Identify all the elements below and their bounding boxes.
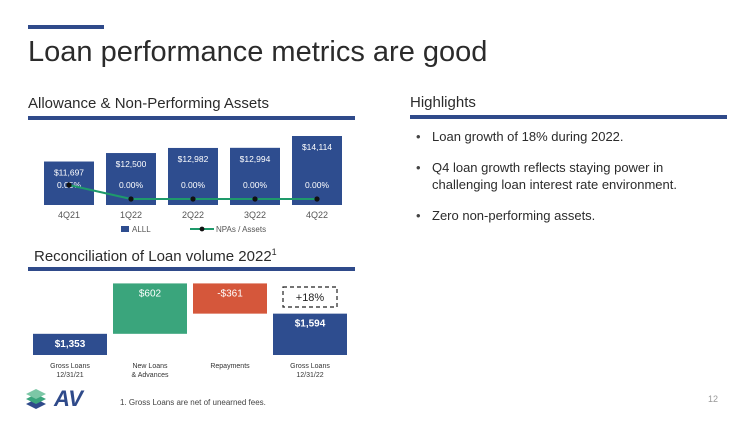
legend-alll-label: ALLL [132, 225, 151, 234]
npa-value-label: 0.00% [119, 180, 144, 190]
legend-npa-label: NPAs / Assets [216, 225, 266, 234]
highlights-list: Loan growth of 18% during 2022. Q4 loan … [414, 128, 714, 238]
growth-annotation-box [282, 286, 338, 308]
layers-stack-icon: AV [26, 386, 85, 411]
x-tick-label-line2: 12/31/21 [56, 372, 83, 379]
waterfall-bar [193, 283, 267, 314]
highlight-item: Q4 loan growth reflects staying power in… [414, 159, 714, 193]
x-tick-label: New Loans [132, 363, 168, 370]
alll-value-label: $14,114 [302, 142, 332, 152]
x-tick-label: 4Q22 [306, 210, 328, 220]
logo-text: AV [53, 386, 85, 411]
alll-bar [168, 147, 218, 205]
highlights-heading: Highlights [410, 94, 476, 111]
reconciliation-heading: Reconciliation of Loan volume 20221 [34, 247, 277, 265]
highlights-rule [410, 115, 727, 119]
npa-point [252, 196, 258, 202]
reconciliation-heading-text: Reconciliation of Loan volume 2022 [34, 248, 272, 265]
npa-point [190, 196, 196, 202]
x-tick-label: Gross Loans [50, 363, 90, 370]
company-logo: AV [24, 384, 104, 417]
alll-bar [292, 136, 342, 205]
alll-value-label: $11,697 [54, 168, 84, 178]
npa-value-label: 0.00% [305, 180, 330, 190]
x-tick-label: Repayments [210, 363, 250, 370]
reconciliation-rule [28, 267, 355, 271]
npa-value-label: 0.00% [181, 180, 206, 190]
growth-annotation: +18% [296, 292, 325, 304]
page-number: 12 [708, 394, 719, 404]
legend-npa-marker [199, 226, 205, 232]
x-tick-label-line2: 12/31/22 [296, 372, 323, 379]
waterfall-bar [113, 283, 187, 334]
alll-value-label: $12,982 [178, 154, 209, 164]
waterfall-value-label: -$361 [217, 288, 243, 299]
npa-value-label: 0.00% [243, 180, 268, 190]
x-tick-label: Gross Loans [290, 363, 330, 370]
waterfall-value-label: $1,353 [55, 339, 86, 350]
waterfall-bar [273, 313, 347, 355]
waterfall-value-label: $1,594 [295, 319, 326, 330]
alll-value-label: $12,994 [240, 154, 271, 164]
x-tick-label: 4Q21 [58, 210, 80, 220]
alll-value-label: $12,500 [116, 159, 147, 169]
footnote: 1. Gross Loans are net of unearned fees. [120, 398, 266, 407]
npa-point [314, 196, 320, 202]
x-tick-label: 2Q22 [182, 210, 204, 220]
x-tick-label-line2: & Advances [132, 372, 169, 379]
waterfall-value-label: $602 [139, 288, 162, 299]
footnote-marker: 1 [271, 247, 277, 257]
waterfall-bar [33, 333, 107, 355]
npa-point [66, 182, 72, 188]
alll-npa-chart: $11,6970.05%4Q21$12,5000.00%1Q22$12,9820… [44, 136, 342, 234]
x-tick-label: 1Q22 [120, 210, 142, 220]
alll-bar [106, 153, 156, 205]
highlight-item: Zero non-performing assets. [414, 207, 714, 224]
page-title: Loan performance metrics are good [28, 36, 488, 68]
x-tick-label: 3Q22 [244, 210, 266, 220]
alll-bar [230, 147, 280, 205]
legend-alll-swatch [121, 226, 129, 232]
allowance-rule [28, 116, 355, 120]
highlight-item: Loan growth of 18% during 2022. [414, 128, 714, 145]
title-accent-bar [28, 25, 104, 29]
allowance-heading: Allowance & Non-Performing Assets [28, 95, 269, 112]
npa-point [128, 196, 134, 202]
loan-waterfall-chart: $1,353 Gross Loans 12/31/21 $602 New Loans & … [33, 283, 347, 379]
